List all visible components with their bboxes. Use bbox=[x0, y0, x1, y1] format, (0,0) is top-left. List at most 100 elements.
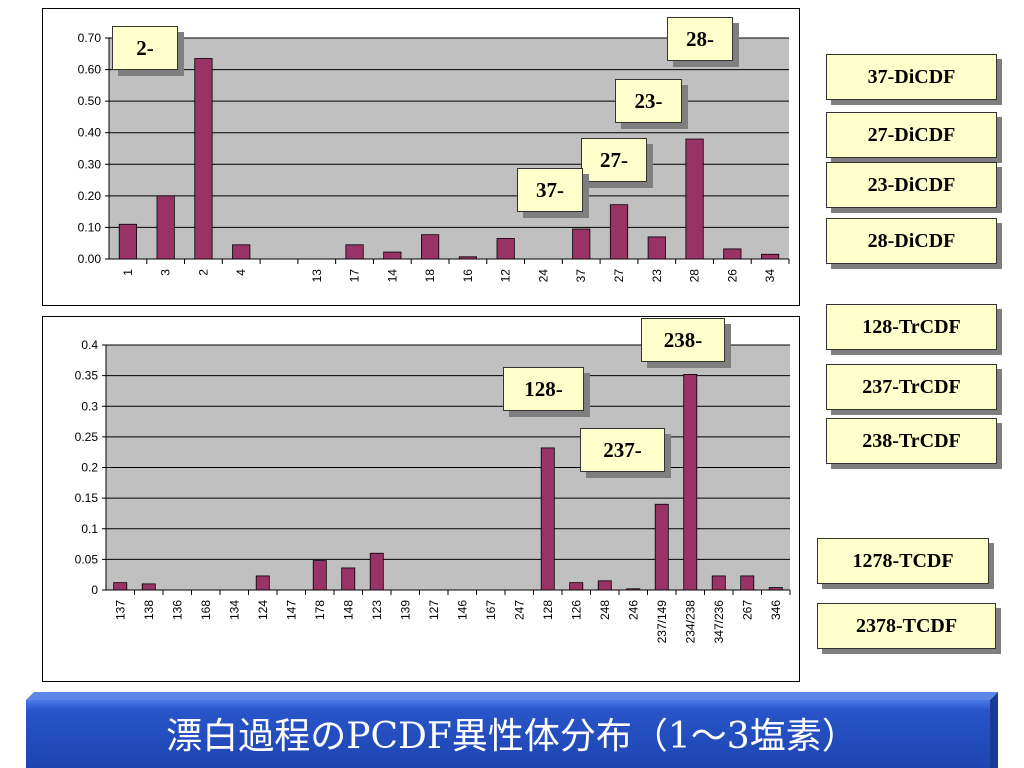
x-tick-label-136: 136 bbox=[170, 600, 184, 620]
x-tick-label-124: 124 bbox=[256, 600, 270, 620]
legend-28-dicdf: 28-DiCDF bbox=[826, 218, 997, 264]
annotation-237: 237- bbox=[580, 428, 665, 472]
x-tick-label-237/149: 237/149 bbox=[655, 600, 669, 644]
y-tick-label: 0.3 bbox=[81, 399, 98, 413]
x-tick-label-147: 147 bbox=[284, 600, 298, 620]
x-tick-label-4: 4 bbox=[234, 269, 248, 276]
bar-137 bbox=[113, 582, 128, 591]
bar-346 bbox=[768, 587, 783, 591]
y-tick-label: 0.15 bbox=[75, 491, 99, 505]
y-tick-label: 0.35 bbox=[75, 369, 99, 383]
x-tick-label-126: 126 bbox=[569, 600, 583, 620]
bar-347/236 bbox=[711, 575, 726, 591]
x-tick-label-128: 128 bbox=[541, 600, 555, 620]
bar-126 bbox=[569, 582, 584, 591]
x-tick-label-28: 28 bbox=[688, 269, 702, 283]
x-tick-label-17: 17 bbox=[348, 269, 362, 283]
x-tick-label-168: 168 bbox=[199, 600, 213, 620]
x-tick-label-23: 23 bbox=[650, 269, 664, 283]
bar-267 bbox=[740, 575, 755, 591]
legend-1278-tcdf: 1278-TCDF bbox=[817, 538, 989, 584]
bar-14 bbox=[383, 251, 402, 260]
title-bar-top-bevel bbox=[26, 692, 998, 700]
x-tick-label-138: 138 bbox=[142, 600, 156, 620]
y-tick-label: 0.2 bbox=[81, 461, 98, 475]
x-tick-label-14: 14 bbox=[385, 269, 399, 283]
y-tick-label: 0.4 bbox=[81, 338, 98, 352]
bar-148 bbox=[341, 567, 356, 591]
bar-4 bbox=[232, 244, 251, 260]
bar-1 bbox=[118, 223, 137, 260]
legend-238-trcdf: 238-TrCDF bbox=[826, 418, 997, 464]
annotation-23: 23- bbox=[615, 79, 682, 123]
x-tick-label-12: 12 bbox=[499, 269, 513, 283]
y-tick-label: 0.60 bbox=[78, 63, 102, 77]
title-bar-face bbox=[26, 700, 990, 768]
x-tick-label-27: 27 bbox=[612, 269, 626, 283]
bar-28 bbox=[685, 138, 704, 260]
y-tick-label: 0.50 bbox=[78, 94, 102, 108]
y-tick-label: 0.30 bbox=[78, 157, 102, 171]
bar-37 bbox=[572, 228, 591, 260]
x-tick-label-24: 24 bbox=[536, 269, 550, 283]
chart-trcdf: 0.4 0.35 0.3 0.25 0.2 0.15 0.1 0.05 0 137 138 136 16… bbox=[75, 338, 791, 644]
bar-246 bbox=[626, 588, 641, 591]
legend-2378-tcdf: 2378-TCDF bbox=[817, 603, 996, 649]
y-tick-label: 0.20 bbox=[78, 189, 102, 203]
y-tick-label: 0 bbox=[91, 583, 98, 597]
bar-123 bbox=[369, 552, 384, 591]
legend-23-dicdf: 23-DiCDF bbox=[826, 162, 997, 208]
x-tick-label-13: 13 bbox=[310, 269, 324, 283]
y-tick-label: 0.1 bbox=[81, 522, 98, 536]
x-tick-label-246: 246 bbox=[626, 600, 640, 620]
x-tick-label-3: 3 bbox=[159, 269, 173, 276]
x-tick-label-139: 139 bbox=[398, 600, 412, 620]
annotation-37: 37- bbox=[517, 168, 583, 212]
x-tick-label-37: 37 bbox=[574, 269, 588, 283]
annotation-128: 128- bbox=[503, 367, 584, 411]
bar-12 bbox=[496, 238, 515, 260]
x-tick-label-127: 127 bbox=[427, 600, 441, 620]
x-tick-label-178: 178 bbox=[313, 600, 327, 620]
title-bar bbox=[26, 692, 998, 768]
annotation-28: 28- bbox=[667, 17, 733, 61]
x-tick-label-247: 247 bbox=[512, 600, 526, 620]
bar-17 bbox=[345, 244, 364, 260]
x-tick-label-123: 123 bbox=[370, 600, 384, 620]
y-tick-label: 0.40 bbox=[78, 126, 102, 140]
x-tick-label-146: 146 bbox=[455, 600, 469, 620]
title-bar-side-bevel bbox=[990, 692, 998, 768]
bar-23 bbox=[647, 236, 666, 260]
bar-178 bbox=[312, 560, 327, 591]
annotation-2: 2- bbox=[112, 26, 178, 70]
chart-dicdf: 0.700.600.500.400.300.200.100.001 3 2 4 13 17… bbox=[78, 31, 790, 283]
x-tick-label-26: 26 bbox=[725, 269, 739, 283]
annotation-238: 238- bbox=[641, 318, 725, 362]
x-tick-label-134: 134 bbox=[227, 600, 241, 620]
bar-248 bbox=[597, 580, 612, 591]
bar-3 bbox=[156, 195, 175, 260]
x-tick-label-34: 34 bbox=[763, 269, 777, 283]
plot-area bbox=[109, 38, 789, 259]
x-tick-label-1: 1 bbox=[121, 269, 135, 276]
x-tick-label-248: 248 bbox=[598, 600, 612, 620]
legend-37-dicdf: 37-DiCDF bbox=[826, 54, 997, 100]
x-tick-label-167: 167 bbox=[484, 600, 498, 620]
y-tick-label: 0.25 bbox=[75, 430, 99, 444]
chart-panel-trcdf: 0.4 0.35 0.3 0.25 0.2 0.15 0.1 0.05 0 137 138 136 16… bbox=[42, 316, 800, 682]
bar-124 bbox=[255, 575, 270, 591]
bar-26 bbox=[723, 248, 742, 260]
x-tick-label-137: 137 bbox=[113, 600, 127, 620]
bar-237/149 bbox=[654, 503, 669, 591]
y-tick-label: 0.05 bbox=[75, 552, 99, 566]
bar-138 bbox=[141, 583, 156, 591]
bar-2 bbox=[194, 58, 213, 260]
bar-18 bbox=[421, 234, 440, 260]
y-tick-label: 0.00 bbox=[78, 252, 102, 266]
page-title: 漂白過程のPCDF異性体分布（1～3塩素） bbox=[166, 716, 858, 757]
y-tick-label: 0.10 bbox=[78, 220, 102, 234]
x-tick-label-148: 148 bbox=[341, 600, 355, 620]
x-tick-label-2: 2 bbox=[196, 269, 210, 276]
x-tick-label-346: 346 bbox=[769, 600, 783, 620]
bar-234/238 bbox=[683, 374, 698, 591]
